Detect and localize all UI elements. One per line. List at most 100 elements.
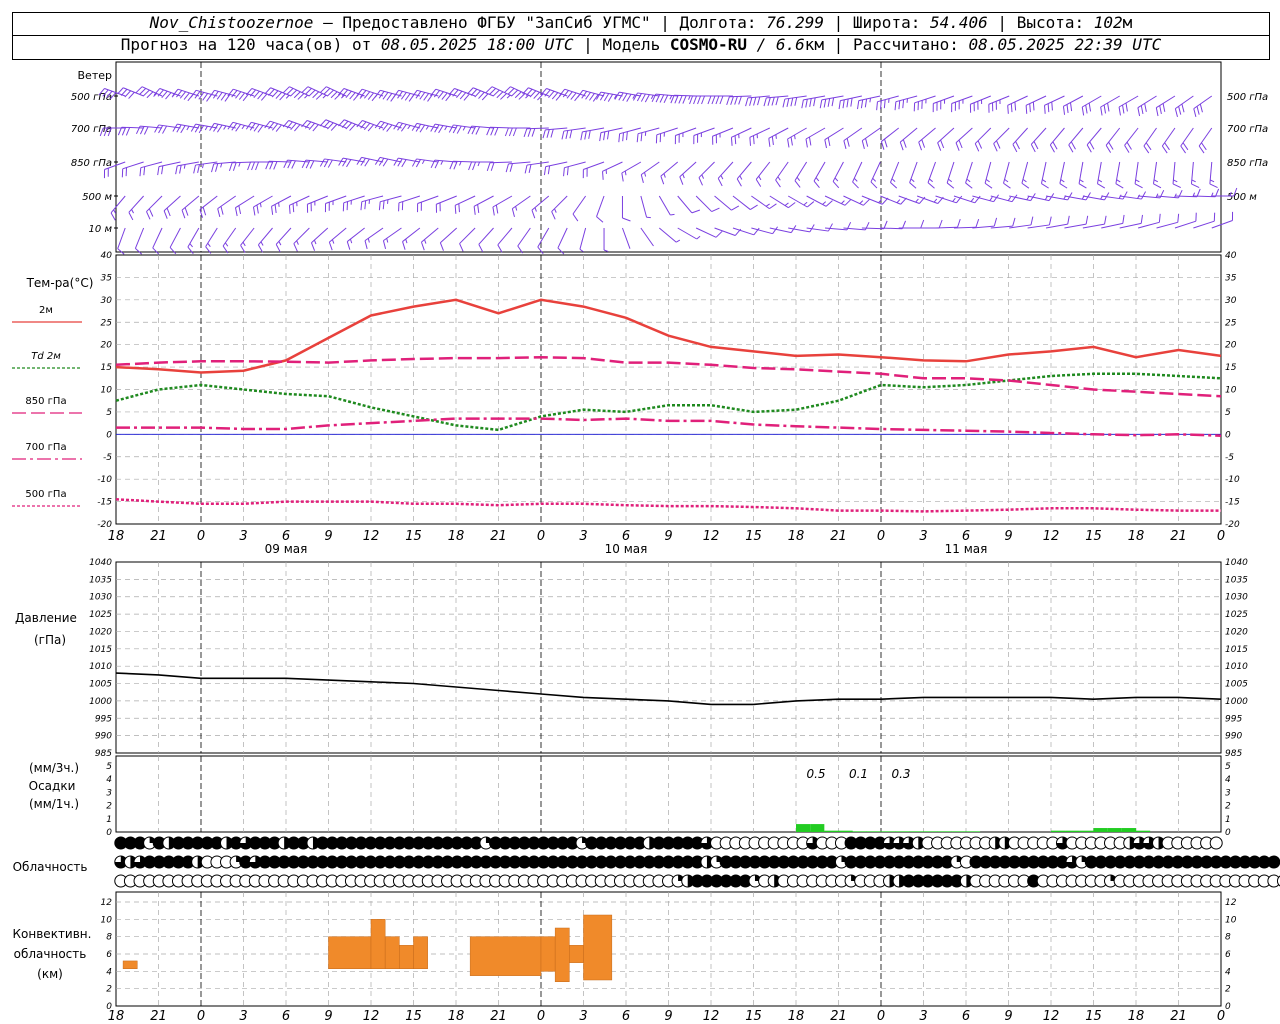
wind-barb-flag <box>393 122 400 130</box>
wind-level-label-left: 500 м <box>82 192 112 203</box>
wind-barb-half <box>777 176 781 181</box>
wind-barb-flag <box>1196 106 1200 115</box>
convective-bar <box>569 945 584 963</box>
wind-barb <box>563 161 586 177</box>
cloud-symbol <box>364 836 378 850</box>
wind-barb-staff <box>732 195 751 210</box>
wind-barb-flag <box>378 122 385 130</box>
wind-barb-flag <box>879 100 882 110</box>
wind-barb <box>732 227 760 236</box>
alt-unit: м <box>1122 13 1133 32</box>
precip-bar <box>937 831 952 832</box>
cloud-symbol <box>537 855 551 869</box>
wind-barb-flag <box>569 129 573 139</box>
cloud-symbol-fill <box>729 856 742 868</box>
cloud-symbol <box>489 855 503 869</box>
temp-legend-label: 500 гПа <box>25 489 66 500</box>
precip-bar <box>1065 830 1080 832</box>
wind-barb-flag <box>330 123 338 131</box>
wind-barb-staff <box>537 227 550 248</box>
temp-ytick-left: 5 <box>106 408 112 418</box>
wind-barb-staff <box>621 227 631 249</box>
wind-barb <box>861 220 888 230</box>
wind-barb-flag <box>651 93 657 103</box>
wind-barb <box>876 95 899 111</box>
wind-barb-flag <box>456 90 463 99</box>
wind-barb-flag <box>374 157 381 165</box>
wind-barb-staff <box>974 127 992 144</box>
convective-ytick-right: 4 <box>1225 967 1231 977</box>
cloud-symbol-fill <box>748 856 761 868</box>
wind-barb <box>117 87 144 99</box>
cloud-symbol <box>143 855 157 869</box>
wind-barb <box>726 95 752 106</box>
wind-barb-staff <box>1082 223 1105 229</box>
wind-barb <box>301 86 329 100</box>
cloud-symbol-fill <box>316 837 329 849</box>
wind-barb-flag <box>142 89 150 97</box>
cloud-symbol-fill <box>614 837 627 849</box>
wind-barb-staff <box>473 195 494 207</box>
wind-barb-flag <box>864 98 868 108</box>
cloud-symbol-fill <box>182 837 195 849</box>
wind-barb-half <box>367 238 370 243</box>
cloud-symbol <box>594 855 608 869</box>
wind-barb-flag <box>441 92 448 100</box>
wind-barb-flag <box>890 182 898 189</box>
wind-barb-half <box>238 162 241 167</box>
wind-barb-flag <box>224 94 231 102</box>
wind-barb-half <box>340 94 345 99</box>
model-resolution: / 6.6 <box>756 35 805 54</box>
wind-barb <box>749 127 771 146</box>
wind-barb-flag <box>305 160 311 169</box>
wind-barb-flag <box>1049 144 1055 153</box>
wind-barb-flag <box>448 124 454 133</box>
wind-barb-flag <box>697 95 702 105</box>
wind-barb-flag <box>738 96 742 105</box>
wind-barb-staff <box>1137 221 1160 229</box>
wind-barb <box>505 161 531 173</box>
wind-barb-flag <box>813 97 816 107</box>
cloud-symbol <box>748 874 762 888</box>
wind-barb-half <box>534 207 537 212</box>
wind-barb <box>468 161 494 171</box>
wind-barb-flag <box>139 88 147 95</box>
wind-barb-half <box>202 163 204 169</box>
cloud-symbol <box>181 855 195 869</box>
cloud-symbol <box>1190 855 1204 869</box>
wind-barb-flag <box>382 92 389 100</box>
wind-barb <box>411 122 439 133</box>
wind-barb-flag <box>301 120 308 128</box>
header-line-1: Nov_Chistoozernoe — Предоставлено ФГБУ "… <box>12 12 1270 36</box>
wind-barb-half <box>1097 179 1103 183</box>
wind-barb <box>264 87 292 101</box>
wind-barb-staff <box>253 195 273 208</box>
wind-barb <box>782 95 807 108</box>
convective-xtick: 3 <box>239 1009 247 1024</box>
wind-barb-half <box>405 238 408 244</box>
cloud-symbol <box>152 836 166 850</box>
wind-barb-flag <box>275 124 282 132</box>
wind-barb-staff <box>852 161 863 183</box>
wind-barb-staff <box>881 127 900 142</box>
wind-barb-half <box>784 202 789 206</box>
wind-barb-flag <box>1067 215 1070 225</box>
cloud-symbol-fill <box>1056 837 1069 849</box>
wind-barb <box>732 195 758 210</box>
wind-barb-flag <box>360 90 367 98</box>
wind-barb-flag <box>958 139 963 149</box>
wind-barb <box>346 227 365 250</box>
temp-xtick: 3 <box>239 529 247 544</box>
wind-barb-flag <box>486 162 491 172</box>
wind-barb <box>310 227 329 251</box>
cloud-symbol <box>1152 855 1166 869</box>
wind-barb-flag <box>808 136 812 146</box>
wind-barb-flag <box>193 164 196 174</box>
wind-barb <box>420 227 439 251</box>
wind-barb-flag <box>659 94 665 103</box>
wind-barb-half <box>739 175 743 180</box>
cloud-symbol-fill <box>720 856 733 868</box>
cloud-symbol-fill <box>335 856 348 868</box>
wind-barb-flag <box>364 200 367 210</box>
cloud-symbol-fill <box>383 856 396 868</box>
